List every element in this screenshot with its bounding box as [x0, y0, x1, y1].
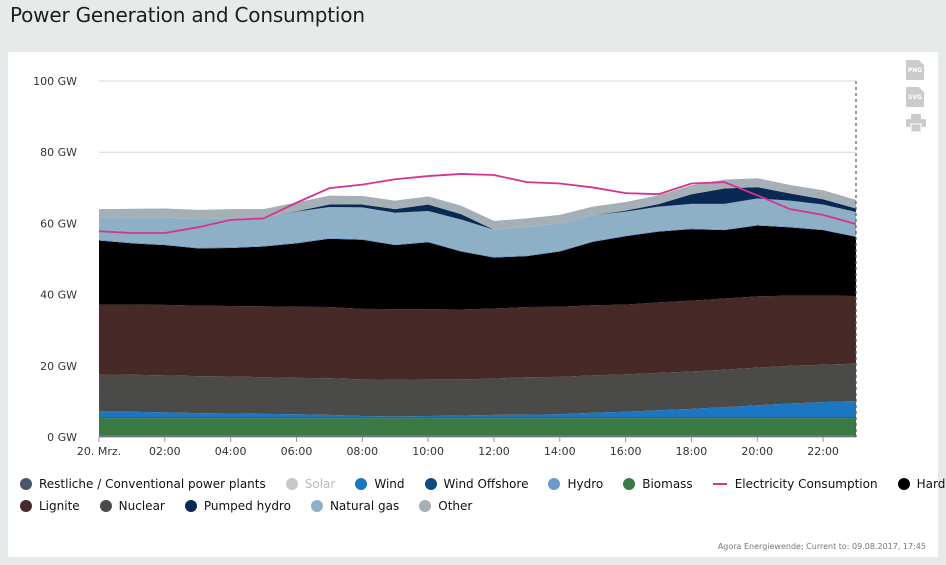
legend-item-hard-coal[interactable]: Hard coal [897, 477, 946, 491]
line-series [98, 173, 857, 234]
legend-label: Nuclear [118, 499, 165, 513]
x-tick-label: 04:00 [215, 445, 247, 458]
legend-item-restliche-conventional-power-plants[interactable]: Restliche / Conventional power plants [20, 477, 266, 491]
y-tick-label: 60 GW [40, 217, 77, 230]
svg-label: SVG [908, 94, 922, 101]
legend-dot-marker [184, 500, 197, 512]
legend-label: Electricity Consumption [734, 477, 878, 491]
legend-label: Restliche / Conventional power plants [39, 477, 266, 491]
legend-dot-marker [355, 478, 368, 490]
legend-dot-marker [310, 500, 323, 512]
page-title: Power Generation and Consumption [10, 3, 365, 27]
x-tick-label: 08:00 [346, 445, 378, 458]
legend-item-wind[interactable]: Wind [355, 477, 405, 491]
y-tick-label: 100 GW [33, 75, 77, 88]
legend-label: Hydro [567, 477, 604, 491]
x-tick-label: 20. Mrz. [77, 445, 121, 458]
x-tick-label: 14:00 [544, 445, 576, 458]
legend-item-other[interactable]: Other [419, 499, 472, 513]
legend-item-pumped-hydro[interactable]: Pumped hydro [184, 499, 291, 513]
legend-item-electricity-consumption[interactable]: Electricity Consumption [712, 477, 878, 491]
legend-dot-marker [20, 478, 32, 490]
legend-label: Pumped hydro [203, 499, 291, 513]
chart-panel: 0 GW 20 GW 40 GW 60 GW 80 GW 100 GW 20. Mrz. 0… [8, 52, 946, 557]
legend-label: Natural gas [329, 499, 400, 513]
area-wind-offshore[interactable] [99, 417, 856, 419]
legend-item-biomass[interactable]: Biomass [623, 477, 693, 491]
legend-dot-marker [20, 500, 32, 512]
x-tick-label: 22:00 [807, 445, 839, 458]
png-label: PNG [907, 67, 923, 74]
x-axis: 20. Mrz. 02:00 04:00 06:00 08:00 10:00 12:00 14… [77, 436, 856, 458]
x-tick-label: 18:00 [676, 445, 708, 458]
legend-item-natural-gas[interactable]: Natural gas [310, 499, 400, 513]
y-tick-label: 20 GW [40, 360, 77, 373]
area-wind[interactable] [99, 401, 856, 418]
y-tick-label: 40 GW [40, 289, 77, 302]
area-other[interactable] [99, 178, 856, 230]
x-tick-label: 06:00 [281, 445, 313, 458]
legend-dot-marker [285, 478, 298, 490]
legend-dot-marker [897, 478, 910, 490]
line-electricity-consumption[interactable] [98, 173, 857, 234]
legend-label: Other [438, 499, 473, 513]
png-download-icon[interactable]: PNG [906, 60, 924, 82]
area-hard-coal[interactable] [99, 225, 856, 310]
legend-item-hydro[interactable]: Hydro [548, 477, 603, 491]
legend-item-wind-offshore[interactable]: Wind Offshore [424, 477, 529, 491]
legend-item-nuclear[interactable]: Nuclear [99, 499, 165, 513]
x-tick-label: 02:00 [149, 445, 181, 458]
legend: Restliche / Conventional power plants Sol… [20, 473, 946, 517]
legend-label: Hard coal [916, 477, 946, 491]
legend-label: Biomass [642, 477, 693, 491]
print-icon[interactable] [906, 114, 926, 136]
area-series [99, 178, 856, 437]
x-tick-label: 16:00 [610, 445, 642, 458]
legend-dot-marker [99, 500, 112, 512]
legend-line-marker [712, 483, 727, 485]
legend-label: Lignite [39, 499, 80, 513]
y-axis: 0 GW 20 GW 40 GW 60 GW 80 GW 100 GW [33, 75, 77, 444]
legend-row-2: Lignite Nuclear Pumped hydro Natural gas Oth… [20, 495, 920, 517]
legend-dot-marker [548, 478, 561, 490]
legend-item-lignite[interactable]: Lignite [20, 499, 80, 513]
x-tick-label: 12:00 [478, 445, 510, 458]
legend-dot-marker [623, 478, 636, 490]
area-lignite[interactable] [99, 295, 856, 380]
legend-label: Wind Offshore [443, 477, 529, 491]
x-tick-label: 10:00 [412, 445, 444, 458]
y-tick-label: 0 GW [47, 431, 77, 444]
legend-dot-marker [419, 500, 432, 512]
svg-download-icon[interactable]: SVG [906, 87, 924, 109]
y-tick-label: 80 GW [40, 146, 77, 159]
legend-label: Solar [304, 477, 336, 491]
legend-item-solar[interactable]: Solar [285, 477, 336, 491]
legend-dot-marker [424, 478, 437, 490]
area-nuclear[interactable] [99, 363, 856, 417]
export-toolbar: PNG SVG [906, 60, 926, 141]
legend-label: Wind [374, 477, 405, 491]
area-natural-gas[interactable] [99, 198, 856, 257]
source-note: Agora Energiewende; Current to: 09.08.20… [717, 542, 926, 551]
x-tick-label: 20:00 [741, 445, 773, 458]
legend-row-1: Restliche / Conventional power plants Sol… [20, 473, 946, 495]
area-biomass[interactable] [99, 418, 856, 436]
